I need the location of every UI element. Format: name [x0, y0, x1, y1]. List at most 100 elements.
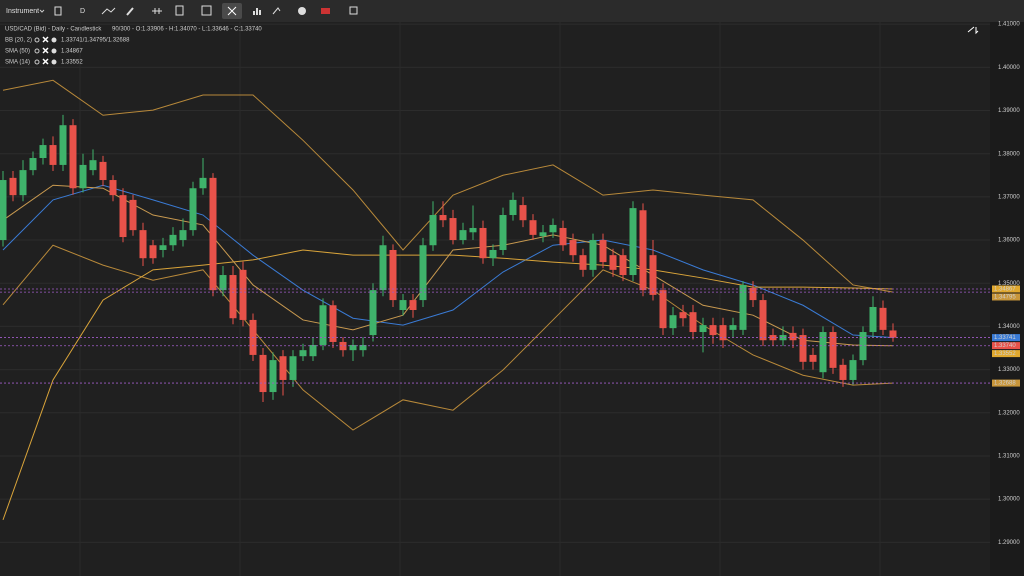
candle-body — [119, 195, 127, 238]
candle-body — [359, 344, 367, 351]
y-tick-label: 1.33000 — [998, 367, 1020, 373]
candle-body — [759, 300, 767, 341]
chart-controls[interactable] — [967, 26, 979, 35]
price-tag-label: 1.33740 — [994, 343, 1016, 349]
y-tick-label: 1.36000 — [998, 238, 1020, 244]
measure-icon[interactable] — [152, 8, 162, 14]
candle-body — [269, 360, 277, 393]
candle-body — [679, 312, 687, 319]
price-tag-label: 1.33741 — [994, 335, 1016, 341]
dropdown-arrow — [39, 9, 45, 13]
y-tick-label: 1.32000 — [998, 410, 1020, 416]
price-tag — [992, 342, 1020, 350]
candle-body — [529, 220, 537, 235]
candle-body — [699, 325, 707, 333]
instrument-button[interactable]: Instrument — [6, 8, 39, 15]
candle-body — [439, 215, 447, 221]
candle-body — [379, 245, 387, 291]
candle-body — [619, 255, 627, 276]
toolbar: Instrument D — [0, 0, 1024, 22]
candle-body — [579, 255, 587, 270]
candle-body — [459, 230, 467, 241]
indicator-controls — [34, 47, 57, 54]
y-tick-label: 1.30000 — [998, 497, 1020, 503]
candle-body — [159, 245, 167, 250]
indicator-name: SMA (14) — [5, 60, 30, 66]
indicator-icon[interactable] — [253, 8, 261, 15]
candle-body — [339, 341, 347, 351]
candle-body — [739, 284, 747, 330]
visibility-icon — [34, 37, 40, 43]
candle-body — [279, 356, 287, 380]
candle-body — [479, 227, 487, 259]
candle-body — [329, 305, 337, 342]
candle-body — [489, 249, 497, 259]
candle-body — [839, 364, 847, 380]
candle-body — [889, 330, 897, 338]
candle-body — [799, 335, 807, 362]
candle-body — [409, 300, 417, 311]
chart-type-icon[interactable] — [54, 6, 62, 16]
candle-body — [879, 307, 887, 330]
y-tick-label: 1.37000 — [998, 194, 1020, 200]
ohlc-readout: 90/300 - O:1.33906 - H:1.34070 - L:1.336… — [112, 27, 262, 33]
price-tag — [992, 379, 1020, 387]
candle-body — [819, 332, 827, 373]
candle-body — [849, 360, 857, 380]
candle-body — [349, 344, 357, 351]
candle-body — [859, 332, 867, 361]
y-tick-label: 1.35000 — [998, 281, 1020, 287]
window-icon[interactable] — [349, 6, 358, 15]
candle-body — [89, 160, 97, 171]
candle-body — [0, 180, 7, 241]
trash-icon[interactable] — [175, 5, 184, 16]
candle-body — [399, 300, 407, 311]
pen-tool-icon[interactable] — [126, 7, 134, 16]
candle-body — [689, 312, 697, 333]
visibility-icon — [34, 48, 40, 54]
candle-body — [239, 269, 247, 320]
candle-body — [109, 180, 117, 196]
candle-body — [169, 234, 177, 246]
candle-body — [369, 290, 377, 336]
y-tick-label: 1.34000 — [998, 324, 1020, 330]
candle-body — [729, 325, 737, 330]
remove-icon — [42, 36, 49, 43]
candle-body — [189, 188, 197, 231]
indicator-readout: 1.33741/1.34795/1.32688 — [61, 38, 130, 44]
candle-body — [29, 158, 37, 171]
candle-body — [59, 125, 67, 165]
remove-icon — [42, 47, 49, 54]
candle-body — [229, 275, 237, 319]
candle-body — [599, 240, 607, 263]
candle-body — [559, 227, 567, 246]
candle-body — [259, 354, 267, 393]
candle-body — [749, 287, 757, 301]
layout-icon[interactable] — [201, 5, 212, 16]
candle-body — [219, 275, 227, 291]
candle-body — [789, 332, 797, 341]
candle-body — [779, 335, 787, 341]
indicator-line — [2, 184, 894, 347]
candle-body — [709, 325, 717, 336]
remove-icon — [42, 58, 49, 65]
toolbar-bg — [0, 0, 1024, 22]
language-flag[interactable] — [321, 8, 330, 14]
candle-body — [139, 230, 147, 259]
candle-body — [499, 215, 507, 250]
indicator-name: BB (20, 2) — [5, 38, 32, 44]
candle-body — [549, 224, 557, 233]
price-tag-label: 1.34867 — [994, 287, 1016, 293]
share-icon[interactable] — [272, 7, 281, 15]
theme-icon[interactable] — [298, 7, 306, 15]
candle-body — [589, 240, 597, 270]
crosshair-icon — [227, 6, 237, 16]
draw-tool-icon[interactable] — [101, 7, 116, 15]
candle-body — [129, 199, 137, 231]
indicator-controls — [34, 36, 57, 43]
period-button[interactable]: D — [80, 8, 85, 15]
price-tag — [992, 285, 1020, 293]
candle-body — [869, 306, 877, 333]
